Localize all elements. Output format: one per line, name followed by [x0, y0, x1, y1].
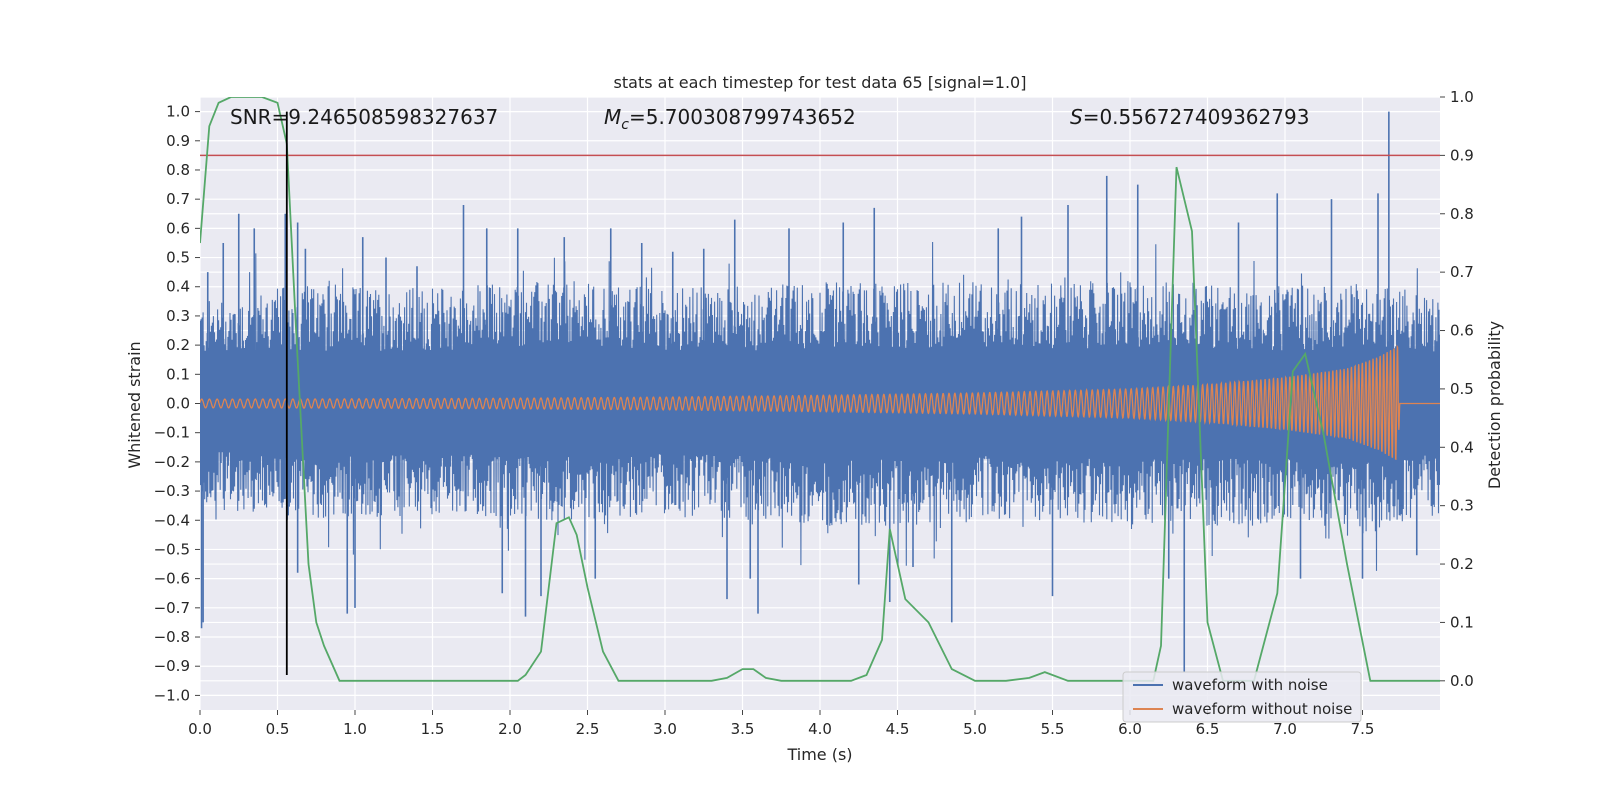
- x-tick-label: 2.5: [576, 720, 600, 738]
- y-left-tick-label: 0.0: [166, 395, 190, 413]
- y-left-tick-label: 0.3: [166, 307, 190, 325]
- y-left-tick-label: −0.1: [154, 424, 190, 442]
- y-right-tick-label: 0.0: [1450, 672, 1474, 690]
- x-tick-label: 4.0: [808, 720, 832, 738]
- y-left-tick-label: −0.2: [154, 453, 190, 471]
- x-tick-label: 1.5: [421, 720, 445, 738]
- chart-title: stats at each timestep for test data 65 …: [614, 73, 1027, 92]
- y-right-tick-label: 0.5: [1450, 380, 1474, 398]
- legend-label-noise: waveform with noise: [1172, 676, 1328, 694]
- y-left-tick-label: 0.4: [166, 278, 190, 296]
- y-right-tick-label: 1.0: [1450, 88, 1474, 106]
- chirp-mass-subscript: c: [621, 117, 629, 133]
- chirp-mass-annotation: Mc=5.700308799743652: [604, 105, 856, 133]
- y-left-tick-label: 0.8: [166, 161, 190, 179]
- snr-annotation: SNR=9.246508598327637: [230, 105, 498, 129]
- y-left-tick-label: −1.0: [154, 686, 190, 704]
- y-left-tick-label: 1.0: [166, 103, 190, 121]
- y-axis-right-label: Detection probability: [1485, 321, 1504, 489]
- chirp-mass-symbol: M: [604, 105, 621, 129]
- y-left-tick-label: −0.9: [154, 657, 190, 675]
- y-left-tick-label: 0.5: [166, 249, 190, 267]
- x-tick-label: 3.5: [731, 720, 755, 738]
- x-tick-label: 6.0: [1118, 720, 1142, 738]
- y-left-tick-label: 0.2: [166, 336, 190, 354]
- legend-label-clean: waveform without noise: [1172, 700, 1352, 718]
- plot-data: [200, 97, 1440, 682]
- s-value: =0.556727409362793: [1083, 105, 1310, 129]
- y-left-tick-label: 0.9: [166, 132, 190, 150]
- y-right-tick-label: 0.4: [1450, 438, 1474, 456]
- x-tick-label: 4.5: [886, 720, 910, 738]
- detection-probability-line: [200, 97, 1440, 682]
- y-right-tick-label: 0.1: [1450, 613, 1474, 631]
- x-tick-label: 7.5: [1351, 720, 1375, 738]
- x-tick-label: 2.0: [498, 720, 522, 738]
- y-right-tick-label: 0.8: [1450, 205, 1474, 223]
- x-tick-label: 0.5: [266, 720, 290, 738]
- y-right-tick-label: 0.7: [1450, 263, 1474, 281]
- y-right-tick-label: 0.3: [1450, 497, 1474, 515]
- axis-ticks: 1.0 0.9 0.8 0.7 0.6 0.5 0.4 0.3 0.2 0.1 0.0 −0.1 −0.…: [154, 88, 1474, 738]
- x-tick-label: 5.0: [963, 720, 987, 738]
- y-left-tick-label: 0.7: [166, 190, 190, 208]
- y-right-tick-label: 0.9: [1450, 146, 1474, 164]
- clean-waveform-line: [200, 344, 1440, 460]
- x-tick-label: 0.0: [188, 720, 212, 738]
- x-tick-label: 3.0: [653, 720, 677, 738]
- y-right-tick-label: 0.2: [1450, 555, 1474, 573]
- x-tick-label: 6.5: [1196, 720, 1220, 738]
- y-left-tick-label: −0.7: [154, 599, 190, 617]
- y-left-tick-label: 0.6: [166, 219, 190, 237]
- x-tick-label: 1.0: [343, 720, 367, 738]
- legend-box: [1122, 671, 1362, 723]
- chirp-mass-value: =5.700308799743652: [629, 105, 856, 129]
- y-left-tick-label: −0.4: [154, 511, 190, 529]
- y-left-tick-label: 0.1: [166, 365, 190, 383]
- y-axis-left-label: Whitened strain: [125, 341, 144, 468]
- y-left-tick-label: −0.6: [154, 570, 190, 588]
- s-symbol: S: [1070, 105, 1083, 129]
- x-tick-label: 5.5: [1041, 720, 1065, 738]
- y-right-tick-label: 0.6: [1450, 322, 1474, 340]
- noisy-waveform-line: [200, 241, 1440, 571]
- x-axis-label: Time (s): [786, 745, 852, 764]
- legend: waveform with noise waveform without noi…: [1122, 671, 1362, 723]
- y-left-tick-label: −0.5: [154, 540, 190, 558]
- y-left-tick-label: −0.3: [154, 482, 190, 500]
- y-left-tick-label: −0.8: [154, 628, 190, 646]
- x-tick-label: 7.0: [1273, 720, 1297, 738]
- s-annotation: S=0.556727409362793: [1070, 105, 1309, 129]
